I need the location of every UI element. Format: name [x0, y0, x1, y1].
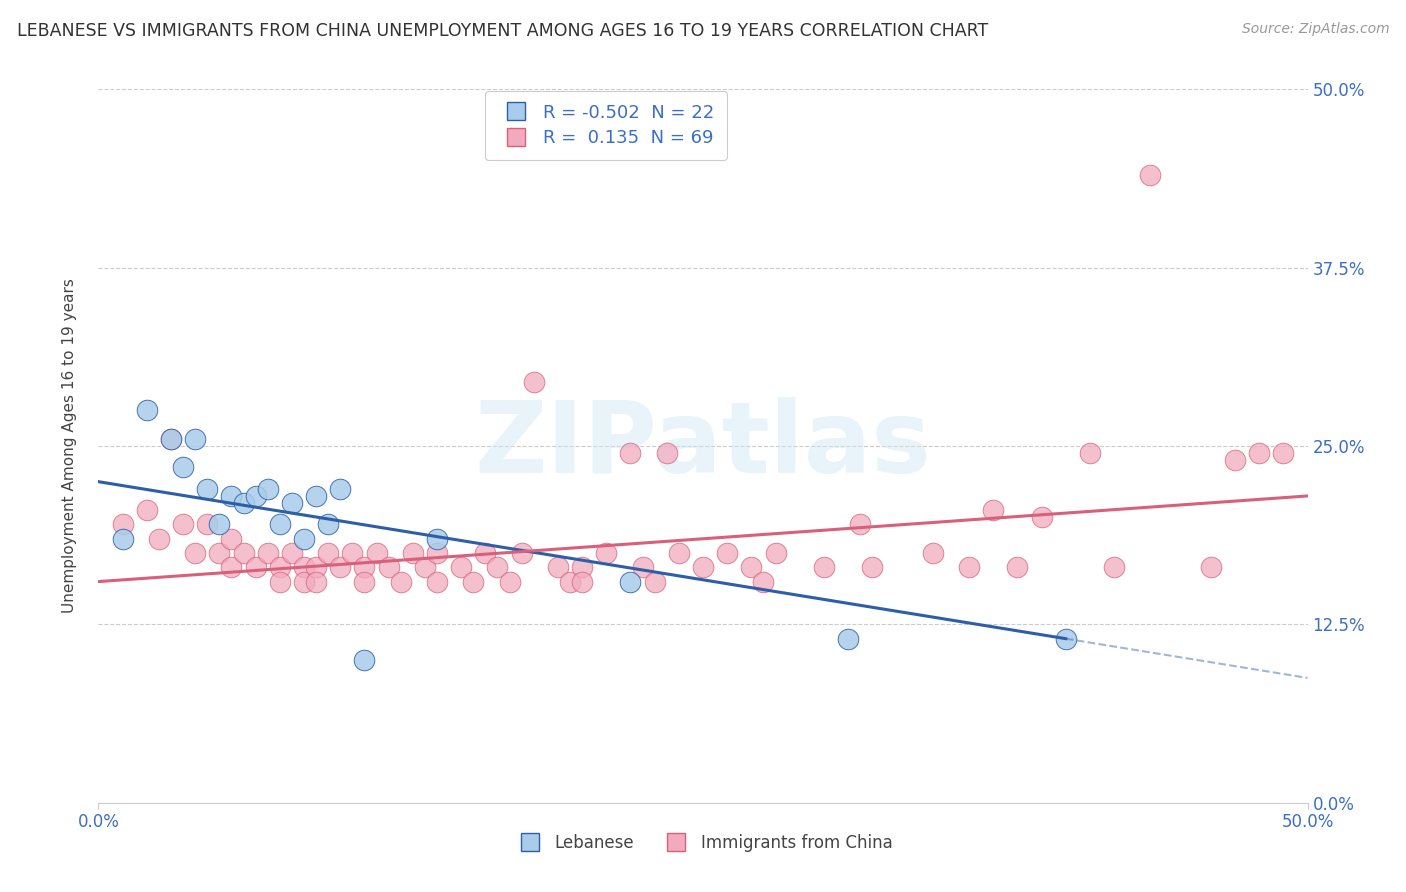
Point [1272, 446, 1295, 460]
Point [221, 532, 243, 546]
Point [256, 546, 278, 560]
Point [195, 517, 218, 532]
Point [486, 560, 509, 574]
Point [619, 446, 641, 460]
Point [232, 496, 254, 510]
Y-axis label: Unemployment Among Ages 16 to 19 years: Unemployment Among Ages 16 to 19 years [62, 278, 77, 614]
Point [292, 532, 315, 546]
Point [353, 574, 375, 589]
Point [305, 574, 328, 589]
Point [716, 546, 738, 560]
Point [413, 560, 436, 574]
Point [353, 560, 375, 574]
Point [329, 560, 352, 574]
Point [692, 560, 714, 574]
Legend: Lebanese, Immigrants from China: Lebanese, Immigrants from China [506, 828, 900, 859]
Point [837, 632, 859, 646]
Point [740, 560, 762, 574]
Point [921, 546, 943, 560]
Point [547, 560, 569, 574]
Point [135, 403, 157, 417]
Point [510, 546, 533, 560]
Point [426, 546, 449, 560]
Point [281, 496, 304, 510]
Text: Source: ZipAtlas.com: Source: ZipAtlas.com [1241, 22, 1389, 37]
Point [571, 560, 593, 574]
Point [329, 482, 352, 496]
Point [765, 546, 787, 560]
Point [221, 489, 243, 503]
Point [292, 574, 315, 589]
Point [208, 546, 231, 560]
Point [111, 532, 134, 546]
Point [668, 546, 690, 560]
Point [1078, 446, 1101, 460]
Text: ZIPatlas: ZIPatlas [475, 398, 931, 494]
Point [232, 546, 254, 560]
Point [849, 517, 872, 532]
Point [426, 532, 449, 546]
Point [463, 574, 485, 589]
Point [558, 574, 581, 589]
Point [281, 546, 304, 560]
Point [305, 489, 328, 503]
Point [450, 560, 472, 574]
Point [316, 546, 339, 560]
Point [1223, 453, 1246, 467]
Point [571, 574, 593, 589]
Point [172, 460, 194, 475]
Point [1199, 560, 1222, 574]
Point [389, 574, 412, 589]
Point [1031, 510, 1053, 524]
Point [245, 560, 267, 574]
Point [256, 482, 278, 496]
Point [269, 560, 291, 574]
Point [195, 482, 218, 496]
Point [957, 560, 980, 574]
Point [402, 546, 425, 560]
Point [644, 574, 666, 589]
Point [981, 503, 1004, 517]
Point [184, 432, 207, 446]
Point [474, 546, 496, 560]
Point [1054, 632, 1077, 646]
Point [148, 532, 170, 546]
Point [208, 517, 231, 532]
Point [498, 574, 520, 589]
Point [752, 574, 775, 589]
Point [269, 574, 291, 589]
Point [292, 560, 315, 574]
Point [111, 517, 134, 532]
Point [1249, 446, 1271, 460]
Point [184, 546, 207, 560]
Point [1102, 560, 1125, 574]
Point [426, 574, 449, 589]
Point [135, 503, 157, 517]
Point [305, 560, 328, 574]
Point [523, 375, 546, 389]
Point [1007, 560, 1029, 574]
Point [619, 574, 641, 589]
Point [353, 653, 375, 667]
Point [316, 517, 339, 532]
Point [631, 560, 654, 574]
Text: LEBANESE VS IMMIGRANTS FROM CHINA UNEMPLOYMENT AMONG AGES 16 TO 19 YEARS CORRELA: LEBANESE VS IMMIGRANTS FROM CHINA UNEMPL… [17, 22, 988, 40]
Point [1139, 168, 1161, 182]
Point [342, 546, 364, 560]
Point [377, 560, 399, 574]
Point [160, 432, 183, 446]
Point [160, 432, 183, 446]
Point [655, 446, 678, 460]
Point [860, 560, 883, 574]
Point [269, 517, 291, 532]
Point [366, 546, 388, 560]
Point [172, 517, 194, 532]
Point [245, 489, 267, 503]
Point [595, 546, 617, 560]
Point [221, 560, 243, 574]
Point [813, 560, 835, 574]
